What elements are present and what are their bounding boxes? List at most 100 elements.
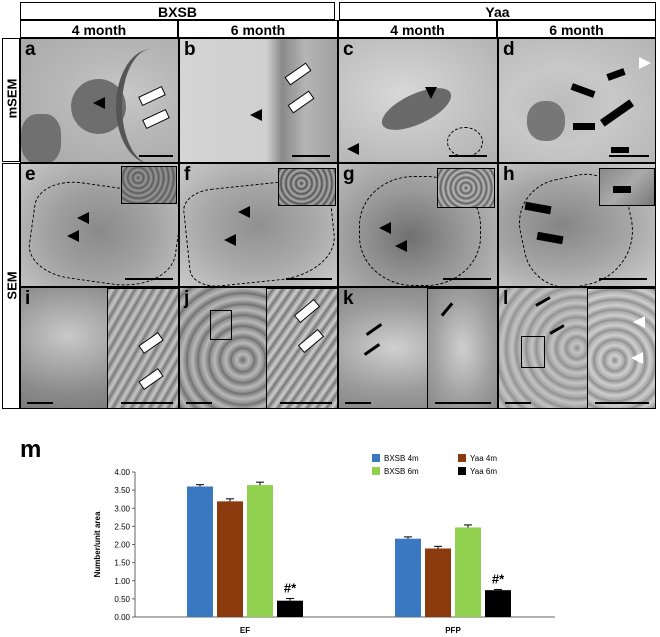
panel-f: f bbox=[179, 163, 338, 287]
arrowhead-icon bbox=[67, 230, 79, 242]
scale-bar bbox=[443, 278, 491, 280]
arrowhead-icon bbox=[347, 143, 359, 155]
y-tick-label: 2.50 bbox=[114, 522, 130, 531]
bar-yaa-6m-pfp bbox=[485, 590, 511, 617]
arrowhead-icon bbox=[379, 222, 391, 234]
bar-yaa-6m-ef bbox=[277, 600, 303, 617]
black-arrow-icon bbox=[535, 296, 551, 307]
panel-label-l: l bbox=[503, 288, 509, 309]
white-arrowhead-icon bbox=[633, 316, 645, 328]
black-arrow-icon bbox=[611, 147, 629, 153]
significance-annotation: #* bbox=[284, 581, 297, 596]
inset-box bbox=[587, 288, 655, 408]
arrowhead-icon bbox=[238, 206, 250, 218]
x-category-label: PFP bbox=[445, 626, 461, 635]
panel-c: c bbox=[338, 38, 498, 163]
rbc-shape bbox=[376, 79, 457, 139]
black-arrow-icon bbox=[613, 186, 631, 193]
scale-bar bbox=[599, 278, 647, 280]
chart-legend: BXSB 4m Yaa 4m BXSB 6m Yaa 6m bbox=[372, 454, 497, 476]
y-tick-label: 1.50 bbox=[114, 559, 130, 568]
panel-label-g: g bbox=[343, 164, 355, 185]
white-arrow-icon bbox=[287, 90, 315, 114]
dashed-outline bbox=[359, 176, 481, 286]
panel-i: i bbox=[20, 287, 179, 409]
inset-box bbox=[210, 310, 232, 340]
panel-e: e bbox=[20, 163, 179, 287]
y-tick-label: 4.00 bbox=[114, 468, 130, 477]
scale-bar bbox=[609, 155, 649, 157]
white-arrowhead-icon bbox=[631, 352, 643, 364]
y-tick-label: 2.00 bbox=[114, 541, 130, 550]
legend-label: Yaa 6m bbox=[470, 467, 497, 476]
inset-box bbox=[599, 168, 655, 206]
panel-a: a bbox=[20, 38, 179, 163]
panel-label-a: a bbox=[25, 39, 36, 60]
arrowhead-icon bbox=[425, 87, 437, 99]
panel-l: l bbox=[498, 287, 656, 409]
rbc-shape bbox=[527, 101, 565, 141]
panel-label-i: i bbox=[25, 288, 31, 309]
bar-yaa-4m-ef bbox=[217, 501, 243, 617]
y-tick-label: 3.50 bbox=[114, 486, 130, 495]
row-label-msem-text: mSEM bbox=[4, 78, 20, 119]
inset-box bbox=[121, 166, 177, 204]
panel-b: b bbox=[179, 38, 338, 163]
panel-label-f: f bbox=[184, 164, 191, 185]
inset-box bbox=[437, 168, 495, 208]
black-arrow-icon bbox=[363, 343, 381, 356]
arrowhead-icon bbox=[77, 212, 89, 224]
bar-chart: 0.00 0.50 1.00 1.50 2.00 2.50 3.00 3.50 4.00 Numb… bbox=[93, 454, 555, 635]
y-tick-label: 3.00 bbox=[114, 504, 130, 513]
scale-bar bbox=[435, 402, 491, 404]
panel-h: h bbox=[498, 163, 656, 287]
y-tick-label: 1.00 bbox=[114, 577, 130, 586]
y-axis-label: Number/unit area bbox=[93, 511, 102, 577]
scale-bar bbox=[139, 155, 173, 157]
vessel-wall bbox=[116, 49, 178, 162]
black-arrow-icon bbox=[606, 68, 626, 81]
bar-yaa-4m-pfp bbox=[425, 548, 451, 617]
bar-bxsb-6m-pfp bbox=[455, 527, 481, 617]
scale-bar bbox=[27, 402, 53, 404]
legend-swatch bbox=[458, 454, 466, 462]
column-header-bxsb-6m: 6 month bbox=[178, 20, 338, 38]
group-header-yaa: Yaa bbox=[339, 2, 656, 20]
panel-label-m: m bbox=[20, 436, 42, 463]
black-arrow-icon bbox=[573, 123, 595, 130]
white-arrowhead-icon bbox=[639, 57, 651, 69]
column-header-yaa-6m: 6 month bbox=[497, 20, 656, 38]
legend-label: Yaa 4m bbox=[470, 454, 497, 463]
rbc-shape bbox=[21, 114, 61, 162]
panel-k: k bbox=[338, 287, 498, 409]
column-header-yaa-4m: 4 month bbox=[338, 20, 497, 38]
arrowhead-icon bbox=[224, 234, 236, 246]
arrowhead-icon bbox=[250, 109, 262, 121]
y-tick-label: 0.00 bbox=[114, 613, 130, 622]
scale-bar bbox=[280, 402, 332, 404]
black-arrow-icon bbox=[570, 83, 596, 98]
scale-bar bbox=[345, 402, 371, 404]
scale-bar bbox=[505, 402, 531, 404]
row-label-sem-text: SEM bbox=[4, 271, 20, 300]
scale-bar bbox=[121, 402, 173, 404]
legend-label: BXSB 6m bbox=[384, 467, 419, 476]
scale-bar bbox=[186, 402, 212, 404]
panel-label-h: h bbox=[503, 164, 515, 185]
panel-label-j: j bbox=[184, 288, 190, 309]
y-tick-label: 0.50 bbox=[114, 595, 130, 604]
scale-bar bbox=[125, 278, 173, 280]
black-arrow-icon bbox=[365, 323, 383, 336]
inset-box bbox=[278, 168, 336, 206]
scale-bar bbox=[286, 278, 332, 280]
panel-label-c: c bbox=[343, 39, 354, 60]
legend-swatch bbox=[458, 467, 466, 475]
scale-bar bbox=[292, 155, 330, 157]
dashed-outline bbox=[447, 127, 483, 157]
legend-swatch bbox=[372, 467, 380, 475]
scale-bar bbox=[449, 155, 487, 157]
legend-label: BXSB 4m bbox=[384, 454, 419, 463]
column-header-bxsb-4m: 4 month bbox=[20, 20, 178, 38]
panel-d: d bbox=[498, 38, 656, 163]
inset-box bbox=[521, 336, 545, 368]
